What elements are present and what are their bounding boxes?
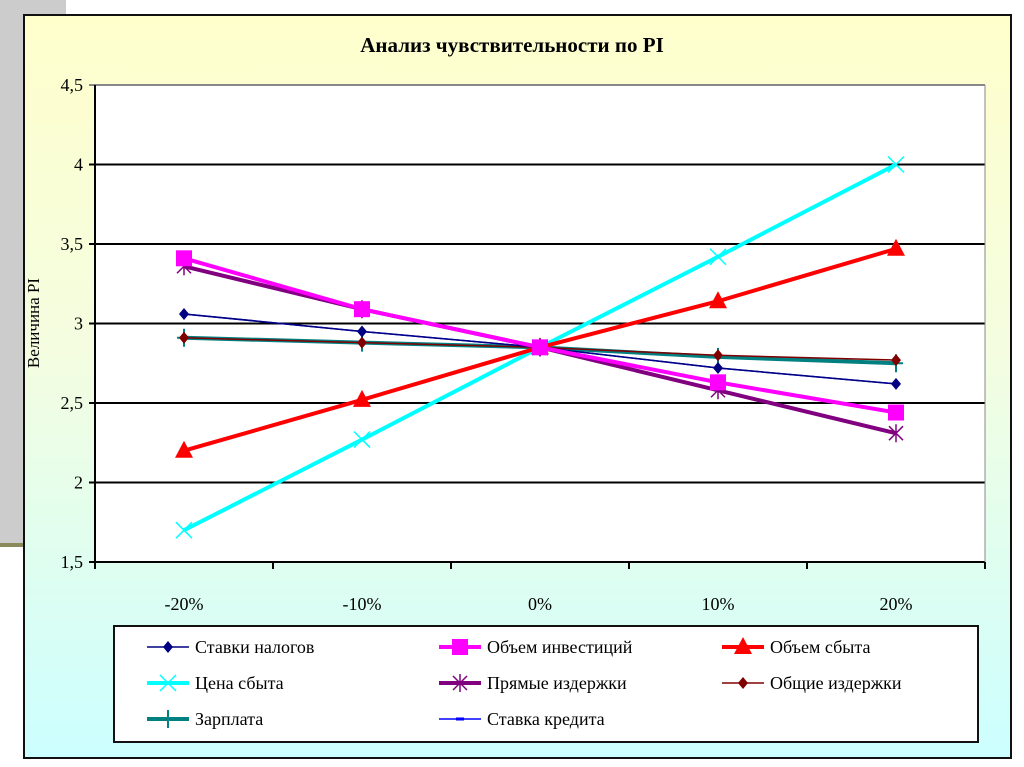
slide-divider: [0, 543, 24, 547]
legend-swatch-icon: [439, 674, 481, 692]
legend-swatch-icon: [147, 710, 189, 728]
legend-label: Объем сбыта: [770, 636, 871, 657]
data-point: [175, 440, 193, 458]
data-point: [532, 339, 548, 356]
legend-item: Объем инвестиций: [437, 635, 632, 659]
legend-swatch-icon: [439, 717, 481, 721]
legend-marker: [738, 677, 748, 689]
chart-title: Анализ чувствительности по PI: [360, 33, 664, 57]
data-point: [354, 301, 370, 318]
x-tick-label: 20%: [880, 594, 913, 614]
legend-marker: [159, 674, 177, 692]
series-1: [176, 250, 904, 421]
data-point: [179, 307, 189, 320]
data-point: [709, 291, 727, 309]
data-point: [176, 250, 192, 267]
legend-label: Прямые издержки: [487, 672, 627, 693]
x-tick-label: 10%: [702, 594, 735, 614]
legend-item: Ставки налогов: [145, 635, 314, 659]
legend-marker: [452, 639, 468, 655]
legend-marker: [161, 710, 175, 728]
legend-marker: [163, 641, 173, 653]
y-tick-label: 3: [74, 314, 83, 334]
legend-swatch-icon: [147, 641, 189, 653]
data-point: [357, 336, 367, 349]
data-point: [179, 331, 189, 344]
legend-swatch-icon: [722, 677, 764, 689]
legend-item: Зарплата: [145, 707, 263, 731]
legend-swatch-icon: [722, 637, 764, 654]
data-point: [891, 377, 901, 390]
data-point: [713, 362, 723, 375]
legend-item: Цена сбыта: [145, 671, 284, 695]
y-tick-label: 1,5: [61, 552, 84, 572]
legend-swatch-icon: [147, 674, 189, 692]
data-point: [888, 404, 904, 421]
legend-marker: [456, 717, 464, 721]
legend-label: Ставки налогов: [195, 636, 315, 657]
legend: Ставки налогов Объем инвестиций Объем сбыт…: [113, 625, 979, 743]
x-tick-label: -10%: [343, 594, 382, 614]
data-point: [891, 354, 901, 367]
legend-label: Цена сбыта: [195, 672, 284, 693]
data-point: [357, 325, 367, 338]
legend-label: Объем инвестиций: [487, 636, 633, 657]
y-tick-label: 4: [74, 155, 83, 175]
data-point: [887, 155, 905, 174]
data-point: [353, 431, 371, 449]
y-tick-label: 4,5: [61, 75, 84, 95]
legend-label: Зарплата: [195, 708, 264, 729]
legend-item: Ставка кредита: [437, 707, 605, 731]
y-tick-label: 2,5: [61, 393, 84, 413]
data-point: [887, 238, 905, 256]
legend-item: Прямые издержки: [437, 671, 627, 695]
x-tick-label: -20%: [165, 594, 204, 614]
data-point: [709, 248, 727, 266]
y-tick-label: 2: [74, 473, 83, 493]
y-tick-label: 3,5: [61, 234, 84, 254]
legend-marker: [452, 674, 468, 692]
data-point: [710, 374, 726, 391]
legend-label: Общие издержки: [770, 672, 902, 693]
data-point: [353, 389, 371, 407]
data-point: [888, 424, 904, 443]
legend-item: Объем сбыта: [720, 635, 870, 659]
legend-item: Общие издержки: [720, 671, 902, 695]
x-tick-label: 0%: [528, 594, 552, 614]
legend-label: Ставка кредита: [487, 708, 605, 729]
legend-marker: [734, 637, 752, 654]
data-point: [175, 521, 193, 539]
data-point: [713, 349, 723, 362]
legend-swatch-icon: [439, 639, 481, 655]
